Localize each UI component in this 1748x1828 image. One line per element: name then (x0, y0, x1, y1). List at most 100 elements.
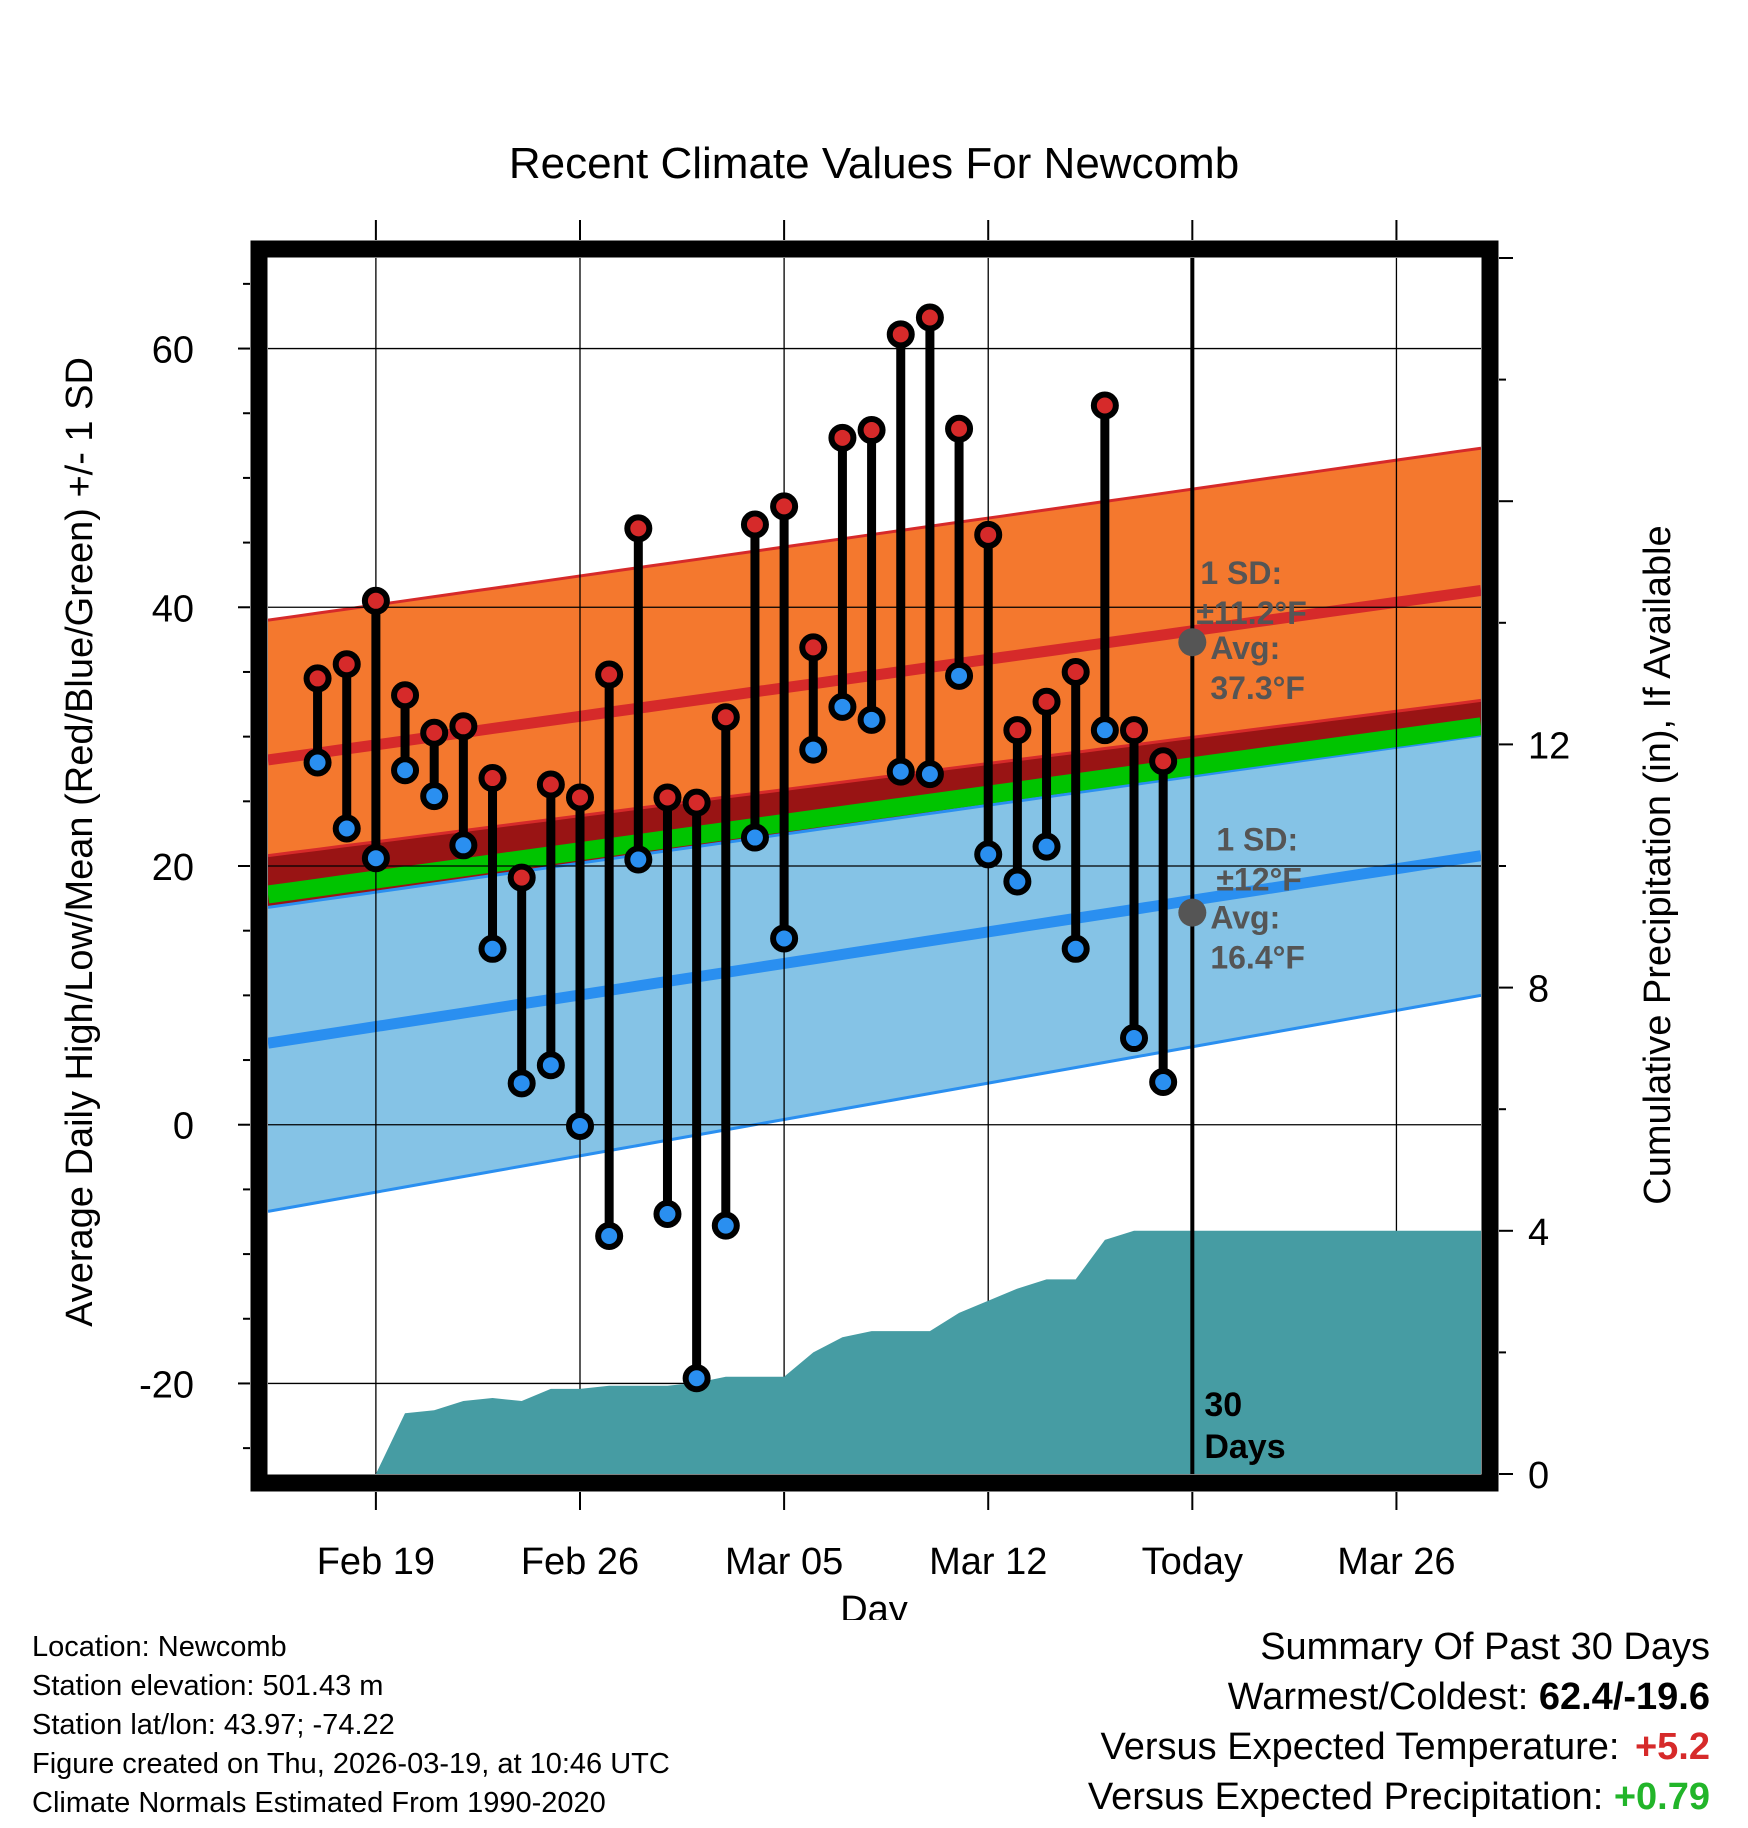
daily-high-point (1032, 687, 1061, 716)
daily-high-point (711, 703, 740, 732)
daily-low-point (478, 934, 507, 963)
x-tick-label: Today (1142, 1541, 1243, 1583)
daily-low-point (915, 760, 944, 789)
low-lower-edge (268, 993, 1481, 1213)
x-tick-label: Feb 19 (317, 1541, 435, 1583)
daily-high-point (303, 664, 332, 693)
daily-low-point (945, 661, 974, 690)
y2-tick-label: 4 (1528, 1212, 1549, 1254)
created-text: Figure created on Thu, 2026-03-19, at 10… (32, 1748, 670, 1780)
daily-high-point (1061, 657, 1090, 686)
daily-high-point (886, 320, 915, 349)
low-upper-edge (268, 733, 1481, 909)
y-tick-label: 40 (152, 588, 194, 630)
precip-label: Versus Expected Precipitation: (1087, 1776, 1604, 1818)
y-tick-label: 0 (173, 1106, 194, 1148)
high-avg-value: 37.3°F (1210, 670, 1305, 706)
daily-high-point (1090, 391, 1119, 420)
daily-low-point (653, 1199, 682, 1228)
warmest-label: Warmest/Coldest: (1227, 1676, 1529, 1718)
station-info: Location: Newcomb Station elevation: 501… (32, 1628, 670, 1823)
daily-high-point (1120, 716, 1149, 745)
temp-label: Versus Expected Temperature: (1100, 1726, 1620, 1768)
plot-frame (250, 240, 1499, 1492)
daily-high-point (449, 712, 478, 741)
daily-high-point (420, 718, 449, 747)
daily-high-point (828, 423, 857, 452)
daily-low-point (303, 748, 332, 777)
daily-low-point (828, 692, 857, 721)
daily-low-point (536, 1051, 565, 1080)
daily-low-point (391, 756, 420, 785)
window-label-number: 30 (1204, 1386, 1242, 1424)
daily-low-point (332, 814, 361, 843)
daily-low-point (740, 823, 769, 852)
precip-area (346, 1230, 1481, 1474)
daily-low-point (595, 1221, 624, 1250)
summary-warmest: Warmest/Coldest: 62.4/-19.6 (1088, 1672, 1710, 1722)
temp-value: +5.2 (1634, 1726, 1710, 1768)
daily-low-point (361, 844, 390, 873)
daily-high-point (332, 650, 361, 679)
x-tick-label: Mar 26 (1337, 1541, 1455, 1583)
y2-tick-label: 12 (1528, 725, 1570, 767)
daily-high-point (565, 783, 594, 812)
daily-low-point (1061, 934, 1090, 963)
daily-high-point (1003, 716, 1032, 745)
low-avg-label: Avg: (1210, 900, 1280, 936)
daily-high-point (857, 416, 886, 445)
daily-low-point (886, 757, 915, 786)
today-low-avg-marker (1178, 898, 1207, 927)
daily-high-point (945, 414, 974, 443)
daily-high-point (974, 520, 1003, 549)
summary-temperature: Versus Expected Temperature: +5.2 (1088, 1722, 1710, 1772)
daily-high-point (1149, 747, 1178, 776)
normal-low-line (268, 850, 1481, 1049)
daily-high-point (478, 764, 507, 793)
y2-axis-label: Cumulative Precipitation (in), If Availa… (1637, 525, 1679, 1204)
y-tick-label: -20 (139, 1364, 194, 1406)
normals-text: Climate Normals Estimated From 1990-2020 (32, 1787, 606, 1819)
high-avg-label: Avg: (1210, 630, 1280, 666)
daily-low-point (857, 705, 886, 734)
summary-panel: Summary Of Past 30 Days Warmest/Coldest:… (1088, 1622, 1710, 1822)
y-axis-label: Average Daily High/Low/Mean (Red/Blue/Gr… (59, 357, 101, 1327)
x-tick-label: Feb 26 (521, 1541, 639, 1583)
daily-high-point (507, 863, 536, 892)
daily-low-point (1149, 1068, 1178, 1097)
daily-low-point (1032, 832, 1061, 861)
daily-high-point (915, 303, 944, 332)
daily-high-point (740, 510, 769, 539)
warmest-value: 62.4/-19.6 (1538, 1676, 1710, 1718)
summary-precipitation: Versus Expected Precipitation: +0.79 (1088, 1772, 1710, 1822)
daily-low-point (682, 1364, 711, 1393)
daily-low-point (565, 1112, 594, 1141)
x-tick-label: Mar 05 (725, 1541, 843, 1583)
daily-high-point (770, 492, 799, 521)
daily-low-point (624, 845, 653, 874)
daily-high-point (682, 788, 711, 817)
daily-low-point (507, 1069, 536, 1098)
low-sd-value: ±12°F (1216, 862, 1302, 898)
low-sd-label: 1 SD: (1216, 822, 1298, 858)
high-sd-value: ±11.2°F (1196, 595, 1306, 631)
elevation-text: Station elevation: 501.43 m (32, 1670, 384, 1702)
daily-low-point (711, 1211, 740, 1240)
precip-value: +0.79 (1613, 1776, 1710, 1818)
window-label-text: Days (1204, 1428, 1285, 1466)
daily-low-point (799, 735, 828, 764)
low-sd-band (268, 735, 1481, 1212)
daily-low-point (974, 840, 1003, 869)
daily-low-point (1003, 867, 1032, 896)
low-avg-value: 16.4°F (1210, 940, 1305, 976)
daily-low-point (1120, 1024, 1149, 1053)
y2-tick-label: 0 (1528, 1455, 1549, 1497)
y2-tick-label: 8 (1528, 969, 1549, 1011)
daily-low-point (420, 782, 449, 811)
chart-title: Recent Climate Values For Newcomb (509, 139, 1239, 188)
daily-high-point (799, 633, 828, 662)
daily-low-point (1090, 716, 1119, 745)
summary-title: Summary Of Past 30 Days (1260, 1626, 1710, 1668)
daily-high-point (391, 681, 420, 710)
location-text: Location: Newcomb (32, 1631, 287, 1663)
